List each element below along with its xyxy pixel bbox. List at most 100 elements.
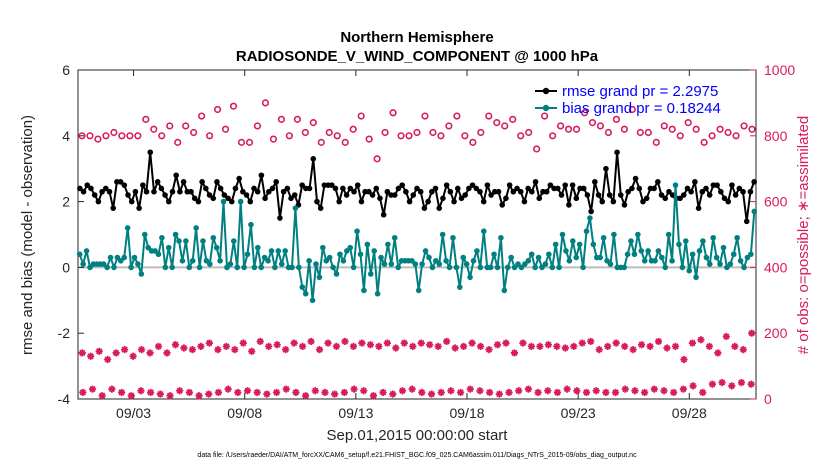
obs-assimilated-marker: [375, 342, 383, 350]
obs-possible-marker: [708, 132, 716, 140]
obs-assimilated-low-marker: [350, 385, 358, 393]
y-axis-label-right: # of obs: o=possible; ∗=assimilated: [795, 116, 812, 355]
bias-point: [391, 234, 398, 241]
legend-bias-marker: [542, 104, 550, 112]
obs-possible-marker: [118, 132, 126, 140]
rmse-point: [692, 179, 698, 185]
rmse-point: [277, 215, 283, 221]
rmse-point: [436, 205, 443, 211]
rmse-point: [306, 185, 313, 192]
obs-assimilated-low-marker: [689, 382, 697, 390]
obs-assimilated-marker: [409, 342, 417, 350]
obs-assimilated-marker: [451, 344, 459, 352]
bias-point: [347, 244, 354, 251]
rmse-point: [473, 185, 480, 192]
obs-assimilated-low-marker: [466, 385, 474, 393]
bias-point: [254, 244, 261, 251]
bias-point: [371, 248, 377, 254]
obs-assimilated-marker: [476, 342, 485, 350]
y-right-tick-label: 0: [764, 391, 772, 407]
obs-assimilated-low-marker: [515, 387, 523, 395]
obs-assimilated-marker: [332, 342, 341, 350]
obs-possible-marker: [732, 132, 740, 140]
obs-assimilated-marker: [722, 332, 730, 341]
rmse-point: [580, 185, 587, 192]
obs-assimilated-marker: [400, 339, 408, 347]
obs-possible-marker: [126, 132, 134, 140]
obs-assimilated-marker: [324, 339, 332, 347]
bias-point: [296, 264, 302, 271]
bias-point: [388, 261, 395, 267]
rmse-point: [510, 188, 517, 195]
obs-assimilated-marker: [265, 342, 273, 350]
rmse-point: [658, 192, 665, 198]
rmse-point: [532, 179, 539, 185]
obs-assimilated-marker: [222, 342, 230, 350]
rmse-point: [736, 185, 743, 192]
obs-assimilated-low-marker: [602, 388, 610, 397]
rmse-point: [299, 182, 305, 188]
bias-point: [453, 264, 460, 271]
rmse-point: [347, 185, 354, 192]
rmse-point: [714, 182, 720, 188]
y-tick-label: 4: [62, 128, 70, 144]
obs-assimilated-marker: [163, 349, 171, 357]
rmse-point: [195, 198, 202, 205]
obs-assimilated-marker: [256, 337, 264, 346]
obs-possible-marker: [134, 132, 142, 140]
obs-assimilated-low-marker: [205, 390, 213, 398]
rmse-point: [165, 198, 172, 205]
rmse-point: [584, 192, 591, 198]
bias-point: [659, 254, 665, 261]
obs-possible-marker: [493, 119, 501, 127]
rmse-point: [429, 188, 435, 195]
bias-point: [443, 258, 449, 264]
bias-point: [330, 264, 336, 271]
rmse-point: [288, 195, 294, 202]
rmse-point: [266, 188, 272, 195]
rmse-point: [317, 205, 324, 211]
obs-assimilated-low-marker: [408, 385, 416, 393]
bias-point: [299, 284, 306, 290]
rmse-point: [640, 198, 646, 205]
obs-possible-marker: [309, 119, 317, 127]
obs-assimilated-low-marker: [708, 380, 717, 388]
obs-assimilated-low-marker: [253, 388, 261, 397]
rmse-point: [84, 182, 91, 188]
obs-assimilated-marker: [417, 339, 425, 347]
obs-assimilated-low-marker: [650, 385, 658, 393]
obs-assimilated-low-marker: [563, 385, 571, 393]
plot-frame: [77, 69, 757, 400]
bias-point: [302, 290, 309, 297]
rmse-point: [447, 188, 454, 195]
obs-assimilated-marker: [426, 341, 434, 349]
rmse-point: [547, 182, 554, 188]
obs-assimilated-low-marker: [88, 385, 97, 393]
obs-possible-marker: [397, 132, 405, 140]
y-right-tick-label: 800: [764, 128, 788, 144]
obs-possible-marker: [628, 105, 636, 114]
rmse-point: [603, 165, 609, 172]
rmse-point: [543, 188, 550, 195]
rmse-point: [703, 185, 709, 192]
obs-assimilated-marker: [171, 341, 180, 349]
bias-point: [234, 264, 241, 271]
rmse-point: [625, 188, 631, 195]
bias-point: [679, 264, 686, 271]
rmse-point: [377, 195, 383, 202]
rmse-point: [595, 192, 602, 198]
rmse-point: [718, 188, 724, 195]
rmse-point: [454, 185, 461, 192]
rmse-point: [443, 182, 450, 188]
rmse-point: [310, 156, 317, 162]
obs-assimilated-marker: [239, 339, 247, 347]
rmse-point: [529, 188, 535, 195]
bias-point: [669, 258, 675, 264]
obs-assimilated-low-marker: [621, 385, 629, 393]
rmse-point: [480, 198, 487, 205]
bias-point: [696, 248, 703, 254]
obs-possible-marker: [548, 132, 557, 140]
rmse-point: [173, 172, 179, 179]
bias-point: [686, 267, 693, 274]
obs-possible-marker: [253, 122, 262, 130]
